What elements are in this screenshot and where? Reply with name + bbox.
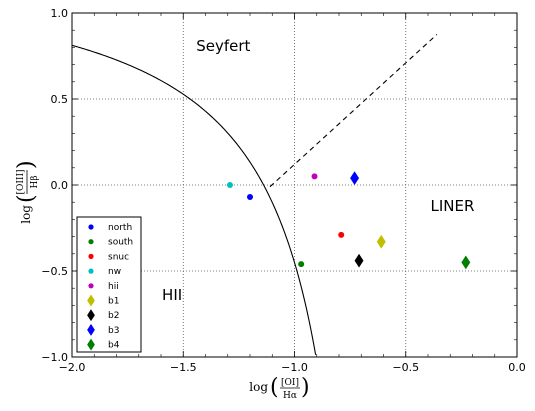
legend-label-b1: b1 [108,297,119,307]
legend-marker-b1 [87,294,95,307]
y-tick-label: −1.0 [41,351,68,364]
point-b4 [461,255,471,270]
y-axis-label: log ( [OIII] Hβ ) [14,160,40,223]
legend-label-north: north [108,223,132,233]
legend-label-b4: b4 [108,341,120,351]
legend-marker-snuc [88,253,94,259]
y-axis-label-prefix: log [19,205,33,224]
region-label-liner: LINER [431,197,475,215]
x-tick-label: −1.5 [170,361,197,374]
point-b1 [376,234,386,249]
x-tick-label: 0.0 [508,361,526,374]
legend-label-snuc: snuc [108,252,129,262]
legend-marker-north [88,224,94,230]
legend-marker-b4 [87,338,95,351]
legend-label-b3: b3 [108,326,119,336]
legend-label-hii: hii [108,282,119,292]
legend-marker-nw [88,268,94,274]
y-tick-label: −0.5 [41,265,68,278]
x-tick-label: −2.0 [59,361,86,374]
x-tick-label: −1.0 [281,361,308,374]
grid [72,13,517,357]
point-b2 [354,253,364,268]
y-axis-label-numerator: [OIII] [16,169,26,194]
legend-marker-b2 [87,309,95,322]
x-axis-label-prefix: log [249,380,268,394]
region-label-seyfert: Seyfert [196,37,250,55]
region-labels: Seyfert LINER HII [162,37,474,304]
legend-label-b2: b2 [108,311,119,321]
data-points [226,171,471,270]
x-axis-label-paren-open: ( [270,375,279,400]
y-axis-label-paren-close: ) [14,160,39,169]
point-south [298,261,305,268]
plot-frame [71,12,518,358]
y-axis-label-paren-open: ( [14,194,39,203]
point-north [247,194,253,201]
tick-labels: −2.0 −1.5 −1.0 −0.5 0.0 −1.0 −0.5 0.0 0.5 1.0 [41,7,525,374]
point-b3 [350,171,360,186]
legend-label-south: south [108,238,133,248]
y-tick-label: 0.5 [51,93,69,106]
point-snuc [338,231,345,238]
x-axis-label: log ( [OI] Hα ) [249,375,309,401]
demarcation-lines [71,34,438,355]
x-axis-label-denominator: Hα [283,391,297,401]
legend-marker-south [88,239,94,245]
hii-demarcation-curve [71,44,317,355]
x-axis-label-numerator: [OI] [281,378,299,388]
region-label-hii: HII [162,286,182,304]
point-hii [311,173,318,180]
point-nw [226,182,233,188]
legend-marker-hii [88,283,94,289]
y-tick-label: 0.0 [51,179,69,192]
x-axis-label-paren-close: ) [301,375,310,400]
legend-label-nw: nw [108,267,121,277]
y-axis-label-denominator: Hβ [30,175,40,188]
y-tick-label: 1.0 [51,7,69,20]
x-tick-label: −0.5 [392,361,419,374]
seyfert-liner-divider [269,34,438,188]
legend: north south snuc nw hii b1 b2 b3 b4 [76,216,142,353]
legend-marker-b3 [87,323,95,336]
legend-box [76,216,142,353]
